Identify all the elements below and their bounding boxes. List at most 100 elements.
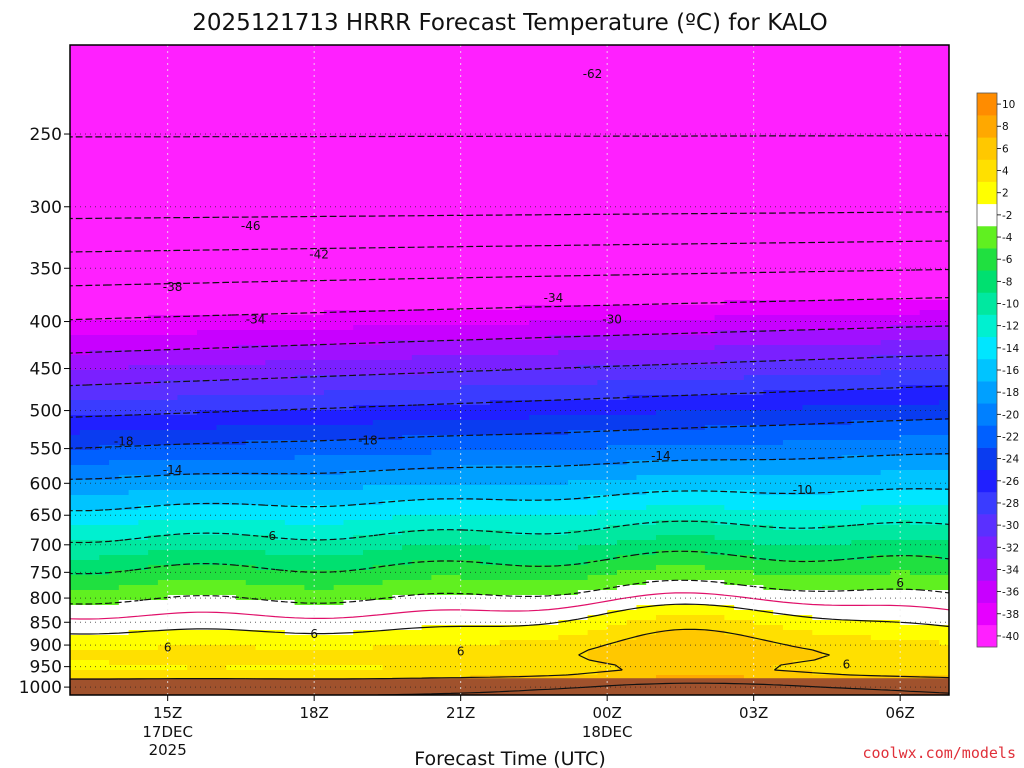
field-cell — [304, 215, 315, 221]
field-cell — [851, 180, 862, 186]
field-cell — [890, 75, 901, 81]
field-cell — [519, 150, 530, 156]
field-cell — [421, 135, 432, 141]
field-cell — [265, 260, 276, 266]
field-cell — [558, 190, 569, 196]
field-cell — [939, 265, 949, 271]
field-cell — [265, 125, 276, 131]
field-cell — [489, 75, 501, 81]
field-cell — [704, 275, 716, 281]
field-cell — [773, 45, 784, 51]
field-cell — [392, 255, 403, 261]
field-cell — [411, 190, 423, 196]
field-cell — [411, 115, 423, 121]
field-cell — [79, 195, 91, 201]
field-cell — [509, 190, 520, 196]
field-cell — [138, 245, 149, 251]
field-cell — [841, 55, 852, 61]
field-cell — [333, 100, 345, 106]
field-cell — [294, 125, 305, 131]
field-cell — [538, 270, 550, 276]
field-cell — [411, 285, 423, 291]
field-cell — [548, 285, 559, 291]
field-cell — [196, 275, 208, 281]
field-cell — [802, 315, 813, 321]
field-cell — [167, 60, 179, 66]
field-cell — [851, 290, 862, 296]
field-cell — [265, 90, 276, 96]
field-cell — [109, 210, 120, 216]
field-cell — [402, 125, 413, 131]
field-cell — [646, 45, 657, 51]
field-cell — [919, 45, 931, 51]
field-cell — [431, 75, 442, 81]
field-cell — [411, 210, 423, 216]
field-cell — [372, 120, 384, 126]
field-cell — [421, 120, 432, 126]
field-cell — [558, 195, 569, 201]
field-cell — [118, 205, 130, 211]
field-cell — [314, 265, 325, 271]
field-cell — [441, 290, 452, 296]
field-cell — [753, 60, 765, 66]
field-cell — [529, 115, 540, 121]
field-cell — [509, 95, 520, 101]
field-cell — [89, 250, 100, 256]
field-cell — [411, 105, 423, 111]
field-cell — [187, 285, 198, 291]
field-cell — [929, 95, 940, 101]
field-cell — [587, 180, 598, 186]
field-cell — [470, 95, 481, 101]
field-cell — [919, 110, 931, 116]
field-cell — [529, 125, 540, 131]
field-cell — [196, 115, 208, 121]
field-cell — [909, 140, 921, 146]
field-cell — [392, 155, 403, 161]
field-cell — [177, 160, 188, 166]
field-cell — [265, 230, 276, 236]
field-cell — [99, 80, 110, 86]
field-cell — [656, 310, 667, 316]
field-cell — [568, 135, 579, 141]
field-cell — [499, 250, 511, 256]
field-cell — [636, 65, 647, 71]
field-cell — [695, 105, 706, 111]
field-cell — [939, 95, 949, 101]
field-cell — [177, 200, 188, 206]
field-cell — [822, 75, 833, 81]
field-cell — [128, 75, 139, 81]
field-cell — [89, 195, 100, 201]
field-cell — [421, 90, 432, 96]
field-cell — [450, 250, 462, 256]
field-cell — [148, 305, 159, 311]
field-cell — [177, 170, 188, 176]
field-cell — [226, 215, 237, 221]
field-cell — [724, 50, 735, 56]
field-cell — [216, 55, 227, 61]
field-cell — [909, 255, 921, 261]
field-cell — [363, 80, 374, 86]
field-cell — [294, 140, 305, 146]
field-cell — [226, 80, 237, 86]
field-cell — [460, 315, 472, 321]
field-cell — [402, 310, 413, 316]
field-cell — [138, 100, 149, 106]
field-cell — [431, 285, 442, 291]
field-cell — [900, 305, 911, 311]
field-cell — [294, 195, 305, 201]
field-cell — [880, 205, 891, 211]
field-cell — [626, 230, 638, 236]
field-cell — [792, 280, 804, 286]
field-cell — [529, 90, 540, 96]
field-cell — [109, 150, 120, 156]
field-cell — [177, 275, 188, 281]
field-cell — [939, 245, 949, 251]
field-cell — [89, 305, 100, 311]
field-cell — [294, 320, 305, 326]
field-cell — [304, 235, 315, 241]
field-cell — [714, 195, 725, 201]
field-cell — [812, 105, 823, 111]
field-cell — [841, 225, 852, 231]
field-cell — [382, 235, 393, 241]
field-cell — [509, 45, 520, 51]
